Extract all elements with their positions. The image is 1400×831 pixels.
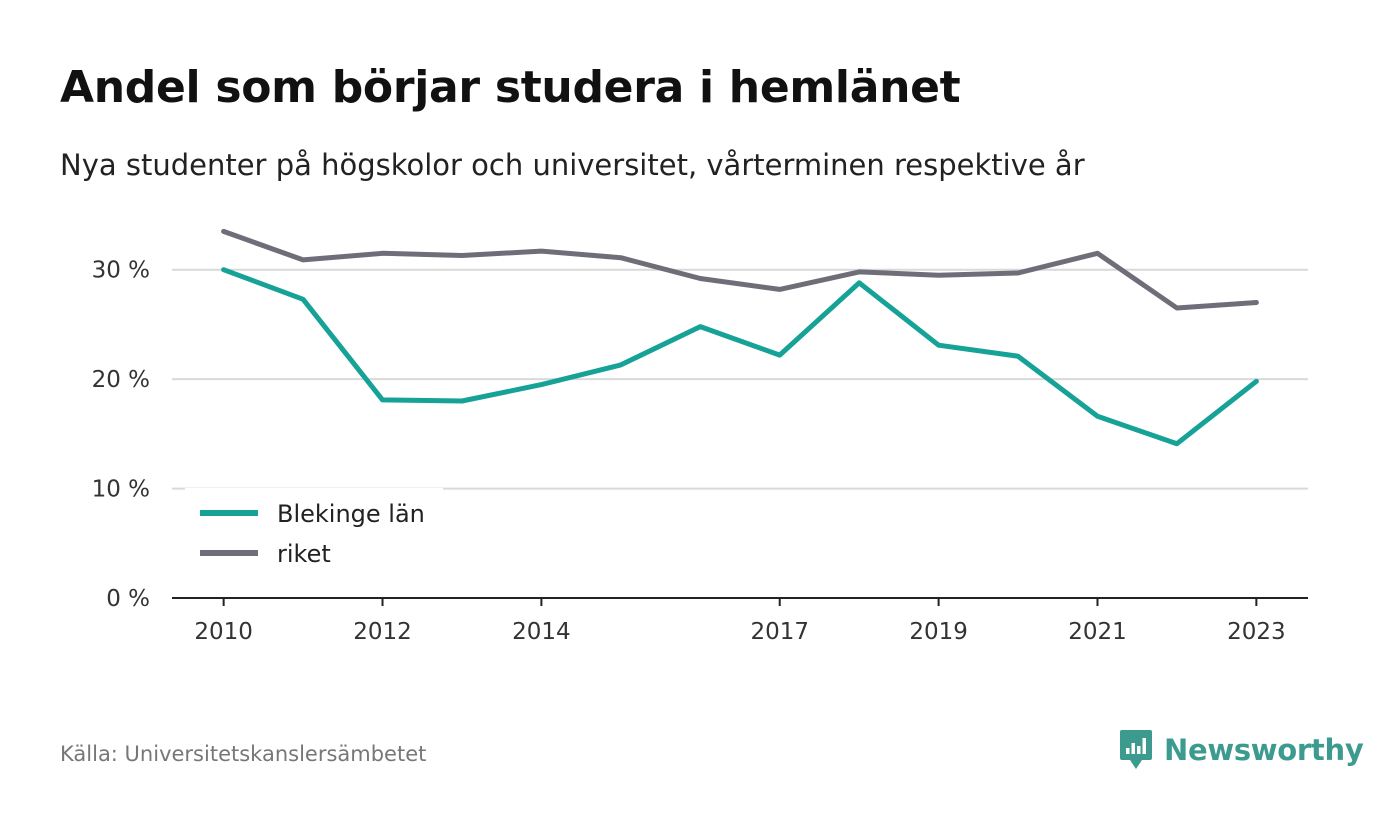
y-tick-label: 10 %: [92, 477, 150, 503]
brand-logo: Newsworthy: [1118, 728, 1364, 772]
chart-title: Andel som börjar studera i hemlänet: [60, 62, 961, 113]
y-tick-label: 0 %: [106, 586, 150, 612]
x-tick-label: 2010: [194, 619, 253, 645]
chart-subtitle: Nya studenter på högskolor och universit…: [60, 148, 1085, 182]
grid-lines: 0 % 10 % 20 % 30 %: [92, 258, 1308, 612]
x-tick-label: 2021: [1068, 619, 1127, 645]
legend: Blekinge län riket: [185, 488, 443, 580]
x-tick-label: 2012: [353, 619, 412, 645]
series-line-riket: [221, 228, 1259, 311]
y-tick-label: 30 %: [92, 258, 150, 284]
x-tick-label: 2023: [1227, 619, 1286, 645]
legend-label: Blekinge län: [277, 500, 425, 528]
brand-name: Newsworthy: [1164, 733, 1364, 767]
y-tick-label: 20 %: [92, 367, 150, 393]
x-axis: 2010 2012 2014 2017 2019 2021 2023: [172, 597, 1308, 645]
newsworthy-logo-icon: [1120, 730, 1152, 769]
x-tick-label: 2017: [750, 619, 809, 645]
x-tick-label: 2014: [512, 619, 571, 645]
legend-background: [185, 488, 443, 580]
x-tick-label: 2019: [909, 619, 968, 645]
series-lines: [221, 228, 1259, 447]
source-note: Källa: Universitetskanslersämbetet: [60, 742, 427, 766]
legend-label: riket: [277, 540, 331, 568]
series-line-blekinge-län: [221, 267, 1259, 447]
